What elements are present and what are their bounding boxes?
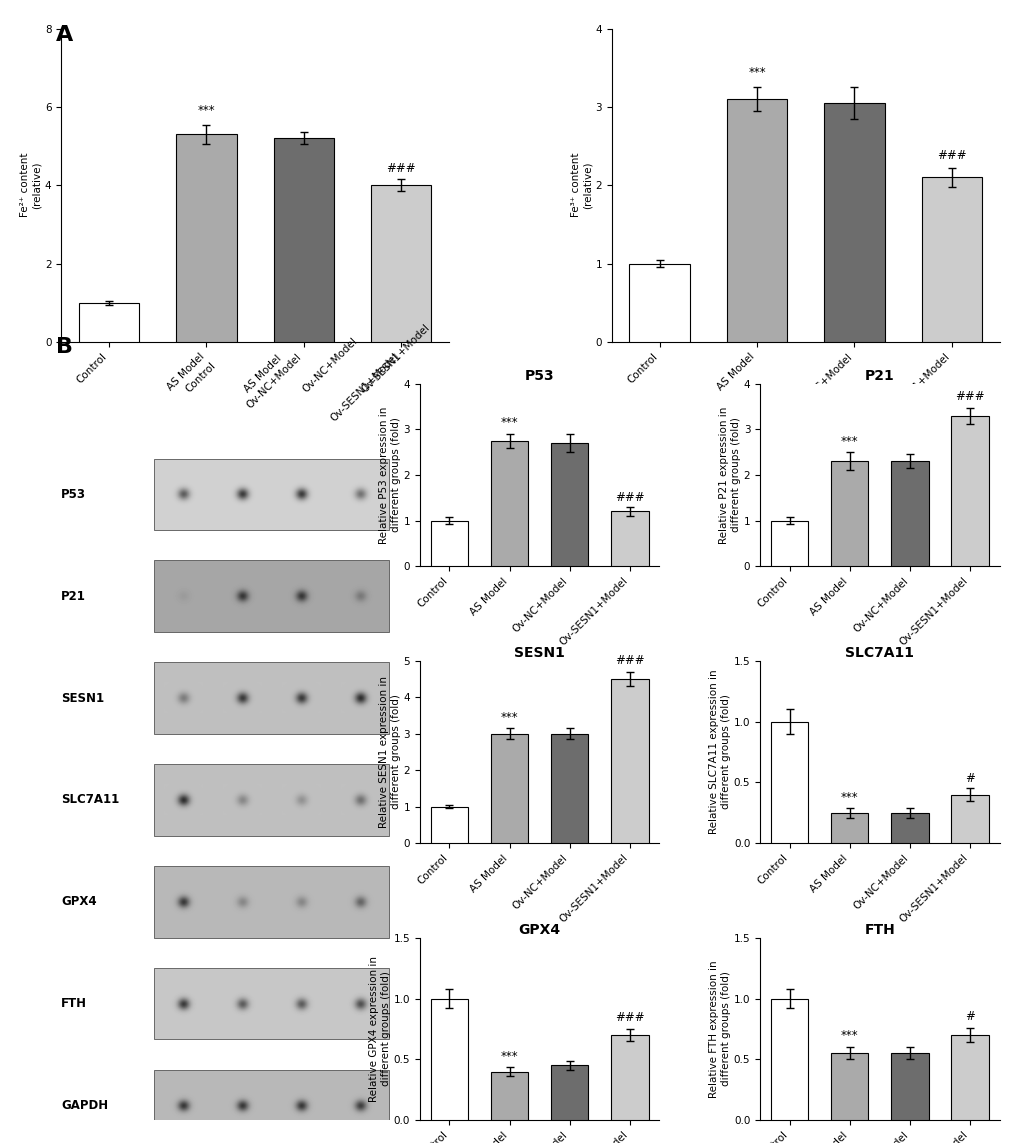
Title: FTH: FTH: [863, 922, 895, 937]
Title: GPX4: GPX4: [518, 922, 560, 937]
Y-axis label: Fe³⁺ content
(relative): Fe³⁺ content (relative): [571, 153, 592, 217]
Text: SESN1: SESN1: [61, 692, 104, 704]
Text: FTH: FTH: [61, 997, 87, 1010]
Y-axis label: Relative P21 expression in
different groups (fold): Relative P21 expression in different gro…: [718, 406, 740, 544]
Bar: [951, 794, 987, 844]
Bar: [176, 135, 236, 342]
Text: ***: ***: [198, 104, 215, 118]
Bar: [371, 185, 431, 342]
Bar: [154, 866, 389, 937]
Bar: [430, 807, 468, 844]
Bar: [629, 264, 689, 342]
Bar: [951, 1036, 987, 1120]
Y-axis label: Relative SESN1 expression in
different groups (fold): Relative SESN1 expression in different g…: [379, 676, 400, 828]
Bar: [490, 1071, 528, 1120]
Y-axis label: Relative P53 expression in
different groups (fold): Relative P53 expression in different gro…: [379, 406, 400, 544]
Text: ***: ***: [840, 434, 858, 448]
Title: P53: P53: [525, 369, 554, 383]
Text: ###: ###: [955, 390, 984, 403]
Title: P21: P21: [864, 369, 894, 383]
Text: P53: P53: [61, 488, 87, 501]
Y-axis label: Fe²⁺ content
(relative): Fe²⁺ content (relative): [20, 153, 42, 217]
Bar: [891, 462, 927, 566]
Bar: [770, 721, 807, 844]
Bar: [610, 679, 648, 844]
Bar: [770, 520, 807, 566]
Bar: [154, 458, 389, 530]
Bar: [610, 1036, 648, 1120]
Bar: [550, 1065, 588, 1120]
Bar: [951, 416, 987, 566]
Text: #: #: [964, 772, 974, 785]
Bar: [154, 968, 389, 1039]
Text: AS Model: AS Model: [242, 353, 283, 395]
Bar: [154, 764, 389, 836]
Bar: [490, 734, 528, 844]
Bar: [727, 99, 787, 342]
Text: ###: ###: [614, 655, 644, 668]
Bar: [490, 441, 528, 566]
Bar: [823, 103, 883, 342]
Text: #: #: [964, 1010, 974, 1023]
Y-axis label: Relative FTH expression in
different groups (fold): Relative FTH expression in different gro…: [708, 960, 731, 1097]
Text: Control: Control: [183, 361, 217, 395]
Bar: [921, 177, 981, 342]
Bar: [610, 511, 648, 566]
Text: ***: ***: [500, 711, 518, 724]
Text: GPX4: GPX4: [61, 895, 97, 909]
Title: SESN1: SESN1: [514, 646, 565, 660]
Text: Ov-SESN1+Model: Ov-SESN1+Model: [360, 322, 431, 395]
Bar: [891, 813, 927, 844]
Bar: [273, 138, 333, 342]
Bar: [550, 734, 588, 844]
Text: ***: ***: [748, 66, 765, 80]
Y-axis label: Relative GPX4 expression in
different groups (fold): Relative GPX4 expression in different gr…: [369, 956, 390, 1102]
Bar: [830, 813, 867, 844]
Text: ###: ###: [386, 162, 416, 175]
Text: A: A: [56, 25, 73, 45]
Text: ###: ###: [614, 491, 644, 504]
Y-axis label: Relative SLC7A11 expression in
different groups (fold): Relative SLC7A11 expression in different…: [708, 670, 731, 834]
Text: ***: ***: [840, 791, 858, 805]
Bar: [430, 999, 468, 1120]
Bar: [430, 520, 468, 566]
Text: SLC7A11: SLC7A11: [61, 793, 119, 806]
Text: ###: ###: [614, 1012, 644, 1024]
Text: GAPDH: GAPDH: [61, 1098, 108, 1112]
Text: Ov-NC+Model: Ov-NC+Model: [301, 336, 360, 395]
Bar: [550, 443, 588, 566]
Bar: [154, 662, 389, 734]
Bar: [154, 560, 389, 632]
Title: SLC7A11: SLC7A11: [845, 646, 913, 660]
Bar: [78, 303, 139, 342]
Bar: [891, 1054, 927, 1120]
Text: B: B: [56, 337, 73, 357]
Bar: [830, 462, 867, 566]
Text: ###: ###: [936, 149, 966, 161]
Text: ***: ***: [840, 1030, 858, 1042]
Bar: [154, 1070, 389, 1141]
Bar: [770, 999, 807, 1120]
Bar: [830, 1054, 867, 1120]
Text: P21: P21: [61, 590, 86, 602]
Text: ***: ***: [500, 416, 518, 430]
Text: ***: ***: [500, 1050, 518, 1063]
